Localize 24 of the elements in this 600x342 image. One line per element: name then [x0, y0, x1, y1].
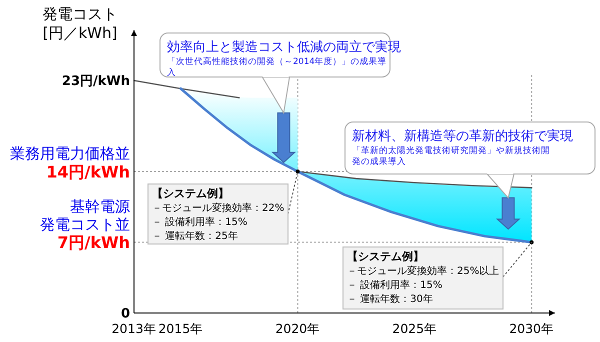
y-tick-label: 7円/kWh — [57, 233, 130, 252]
y-tick-label: 0 — [120, 306, 130, 322]
annotation: － 運転年数：25年 — [152, 230, 238, 242]
x-tick-label: 2013年 — [112, 321, 156, 336]
x-tick-label: 2020年 — [275, 321, 320, 336]
annotation: －モジュール変換効率：22% — [152, 202, 284, 214]
annotation: 「革新的太陽光発電技術研究開発」や新規技術開発の成果導入 — [352, 145, 550, 167]
annotation: 【システム例】 — [152, 187, 229, 200]
y-tick-label: 23円/kWh — [62, 74, 130, 90]
x-tick-label: 2030年 — [509, 321, 554, 336]
annotation: 【システム例】 — [347, 250, 424, 263]
y-tick-label: 14円/kWh — [46, 162, 130, 182]
ref-line-label: 業務用電力価格並 — [10, 144, 130, 162]
annotation: 効率向上と製造コスト低減の両立で実現 — [167, 39, 401, 55]
annotation: － 設備利用率：15% — [347, 279, 442, 291]
annotation: －モジュール変換効率：25%以上 — [347, 265, 500, 277]
ref-line-label: 基幹電源発電コスト並 — [40, 197, 130, 234]
annotation: 「次世代高性能技術の開発（～2014年度）」の成果導入 — [167, 56, 387, 78]
x-tick-label: 2015年 — [158, 321, 204, 336]
annotation: － 運転年数：30年 — [347, 293, 433, 305]
x-tick-label: 2025年 — [392, 321, 438, 336]
y-axis-title: 発電コスト [円／kWh] — [42, 5, 118, 42]
annotation: － 設備利用率：15% — [152, 216, 248, 228]
annotation: 新材料、新構造等の革新的技術で実現 — [352, 128, 573, 144]
